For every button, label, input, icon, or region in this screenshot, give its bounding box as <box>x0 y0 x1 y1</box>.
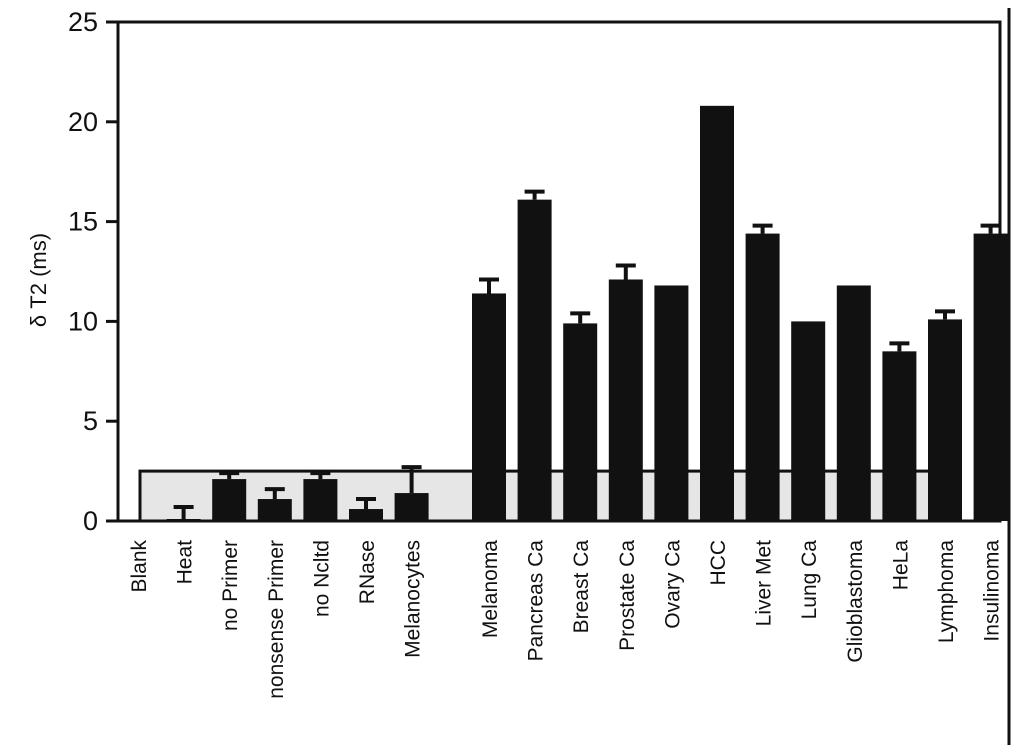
error-bar-pancreas-ca <box>524 189 545 200</box>
error-bar-breast-ca <box>570 311 591 324</box>
x-tick-label-nonsense-primer: nonsense Primer <box>265 540 288 699</box>
error-bar-insulinoma <box>980 223 1001 234</box>
error-bar-melanocytes <box>401 465 422 494</box>
x-tick-label-insulinoma: Insulinoma <box>981 540 1004 642</box>
y-tick-label: 25 <box>68 7 98 37</box>
y-tick-label: 0 <box>83 506 98 536</box>
x-tick-label-liver-met: Liver Met <box>753 540 776 627</box>
x-tick-label-melanocytes: Melanocytes <box>402 540 425 658</box>
x-tick-label-rnase: RNase <box>356 540 379 604</box>
bar-rnase <box>349 509 383 521</box>
x-tick-label-hela: HeLa <box>889 540 912 591</box>
bar-pancreas-ca <box>517 199 552 522</box>
y-tick-label: 10 <box>68 306 98 336</box>
bar-lung-ca <box>791 321 826 521</box>
x-tick-label-pancreas-ca: Pancreas Ca <box>525 540 548 662</box>
error-bar-rnase <box>356 497 376 510</box>
error-bar-nonsense-primer <box>264 487 285 500</box>
error-bar-no-primer <box>219 471 240 480</box>
x-tick-label-no-ncltd: no Ncltd <box>310 540 333 617</box>
bar-no-ncltd <box>303 479 338 521</box>
bar-ovary-ca <box>654 285 689 521</box>
bar-prostate-ca <box>608 279 643 521</box>
x-tick-label-ovary-ca: Ovary Ca <box>661 540 684 629</box>
x-tick-label-glioblastoma: Glioblastoma <box>844 540 867 663</box>
bars-group <box>166 105 1008 522</box>
bar-melanocytes <box>394 493 429 521</box>
x-tick-label-no-primer: no Primer <box>219 540 242 631</box>
error-bar-heat <box>173 505 194 520</box>
error-bar-prostate-ca <box>615 263 636 280</box>
x-tick-label-heat: Heat <box>174 540 197 585</box>
bar-lymphoma <box>928 319 962 521</box>
bar-hcc <box>700 105 734 521</box>
bar-melanoma <box>472 293 506 521</box>
x-tick-label-breast-ca: Breast Ca <box>570 540 593 634</box>
x-tick-label-lung-ca: Lung Ca <box>798 540 821 620</box>
x-axis-labels: Blank Heat no Primer nonsense Primer no Nclt… <box>128 540 1004 699</box>
x-tick-label-lymphoma: Lymphoma <box>935 540 958 643</box>
y-axis-title: δ T2 (ms) <box>26 233 51 327</box>
bar-liver-met <box>745 233 780 522</box>
x-tick-label-hcc: HCC <box>707 540 730 586</box>
y-axis: 0 5 10 15 20 25 <box>68 7 118 536</box>
bar-insulinoma <box>973 233 1008 522</box>
error-bar-lymphoma <box>935 309 955 320</box>
error-bar-hela <box>889 341 910 352</box>
bar-hela <box>882 351 917 521</box>
bar-breast-ca <box>563 323 598 521</box>
error-bar-no-ncltd <box>310 471 331 480</box>
plot-frame <box>116 20 1002 523</box>
x-tick-label-prostate-ca: Prostate Ca <box>616 540 639 651</box>
bar-glioblastoma <box>836 285 871 521</box>
x-tick-label-melanoma: Melanoma <box>479 540 502 638</box>
x-tick-label-blank: Blank <box>128 540 151 593</box>
bar-nonsense-primer <box>257 499 292 521</box>
y-tick-label: 5 <box>83 406 98 436</box>
bar-no-primer <box>212 479 247 521</box>
error-bar-liver-met <box>752 223 773 234</box>
error-bar-melanoma <box>479 277 499 294</box>
y-tick-label: 20 <box>68 107 98 137</box>
y-tick-label: 15 <box>68 207 98 237</box>
